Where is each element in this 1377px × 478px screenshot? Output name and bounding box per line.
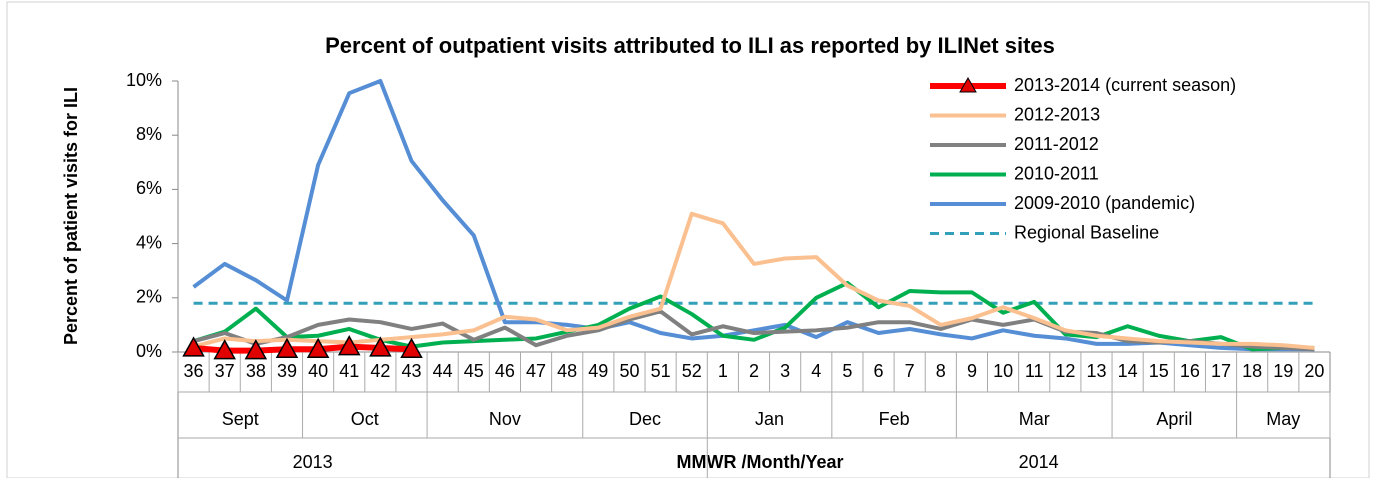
x-tick-label: 40	[308, 361, 328, 381]
x-tick-label: 1	[718, 361, 728, 381]
x-tick-label: 52	[682, 361, 702, 381]
series-marker	[182, 336, 205, 357]
y-tick-label: 0%	[136, 341, 162, 361]
series-marker	[369, 336, 392, 357]
x-tick-label: 47	[526, 361, 546, 381]
chart-title: Percent of outpatient visits attributed …	[325, 33, 1055, 58]
month-label: Nov	[489, 409, 521, 429]
x-tick-label: 8	[936, 361, 946, 381]
x-tick-label: 12	[1055, 361, 1075, 381]
legend-label: 2012-2013	[1014, 104, 1100, 124]
x-tick-label: 14	[1118, 361, 1138, 381]
x-tick-label: 41	[339, 361, 359, 381]
x-tick-label: 13	[1086, 361, 1106, 381]
y-tick-label: 6%	[136, 178, 162, 198]
x-tick-label: 19	[1273, 361, 1293, 381]
y-tick-label: 10%	[126, 70, 162, 90]
frame	[6, 1, 1370, 478]
month-label: Sept	[222, 409, 259, 429]
x-tick-label: 6	[874, 361, 884, 381]
legend-label: Regional Baseline	[1014, 222, 1159, 242]
legend-label: 2011-2012	[1014, 134, 1099, 154]
legend-marker	[959, 76, 977, 93]
x-tick-label: 44	[433, 361, 453, 381]
x-tick-label: 51	[651, 361, 671, 381]
legend-label: 2009-2010 (pandemic)	[1014, 193, 1195, 213]
month-label: Jan	[755, 409, 784, 429]
x-tick-label: 48	[557, 361, 577, 381]
year-label: 2014	[1019, 452, 1059, 472]
x-tick-label: 36	[184, 361, 204, 381]
year-label: 2013	[293, 452, 333, 472]
month-label: Mar	[1019, 409, 1050, 429]
x-tick-label: 49	[588, 361, 608, 381]
x-tick-label: 42	[370, 361, 390, 381]
series-marker	[213, 339, 236, 360]
month-label: Dec	[629, 409, 661, 429]
x-tick-label: 43	[401, 361, 421, 381]
y-axis-title: Percent of patient visits for ILI	[61, 87, 81, 345]
x-tick-label: 50	[619, 361, 639, 381]
x-tick-label: 4	[811, 361, 821, 381]
y-tick-label: 8%	[136, 124, 162, 144]
x-tick-label: 3	[780, 361, 790, 381]
x-tick-label: 15	[1149, 361, 1169, 381]
x-tick-label: 20	[1304, 361, 1324, 381]
month-label: April	[1156, 409, 1192, 429]
month-label: Oct	[351, 409, 379, 429]
x-tick-label: 37	[215, 361, 235, 381]
series-marker	[244, 339, 268, 360]
series-marker	[400, 337, 423, 359]
x-tick-label: 2	[749, 361, 759, 381]
month-label: Feb	[879, 409, 910, 429]
x-axis-title: MMWR /Month/Year	[677, 452, 844, 472]
x-tick-label: 7	[905, 361, 915, 381]
x-tick-label: 45	[464, 361, 484, 381]
x-tick-label: 17	[1211, 361, 1231, 381]
x-tick-label: 18	[1242, 361, 1262, 381]
legend-label: 2013-2014 (current season)	[1014, 75, 1236, 95]
x-tick-label: 39	[277, 361, 297, 381]
legend-label: 2010-2011	[1014, 163, 1099, 183]
series-marker	[337, 335, 361, 356]
month-label: May	[1266, 409, 1300, 429]
x-tick-label: 11	[1025, 361, 1044, 381]
series-marker	[306, 337, 330, 359]
x-tick-label: 10	[993, 361, 1013, 381]
y-tick-label: 2%	[136, 287, 162, 307]
series-line	[192, 79, 1315, 352]
x-tick-label: 46	[495, 361, 515, 381]
x-tick-label: 9	[967, 361, 977, 381]
x-tick-label: 38	[246, 361, 266, 381]
series-line	[193, 309, 1315, 352]
y-tick-label: 4%	[136, 232, 162, 252]
series-marker	[275, 337, 299, 359]
x-tick-label: 16	[1180, 361, 1200, 381]
x-tick-label: 5	[842, 361, 852, 381]
